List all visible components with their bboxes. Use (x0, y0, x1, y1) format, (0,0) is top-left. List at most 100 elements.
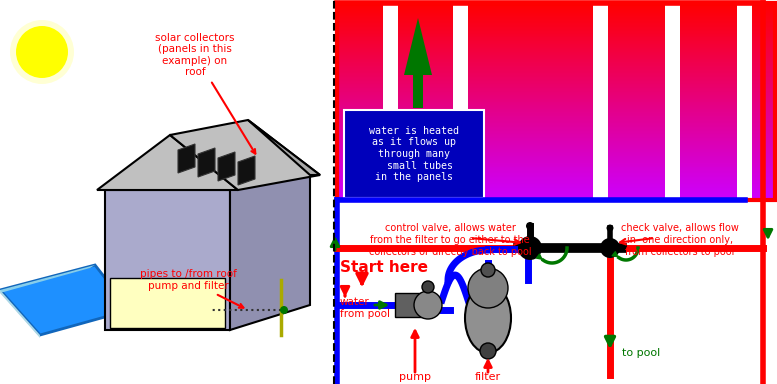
Bar (337, 41, 775, 42)
Bar (337, 108, 775, 109)
Bar (337, 28, 775, 29)
Polygon shape (0, 290, 40, 338)
Bar (452, 3, 468, 200)
Text: solar collectors
(panels in this
example) on
roof: solar collectors (panels in this example… (155, 33, 256, 154)
Text: pipes to /from roof
pump and filter: pipes to /from roof pump and filter (140, 269, 243, 308)
Bar (337, 31, 775, 33)
Bar (337, 67, 775, 68)
Bar (337, 57, 775, 58)
Polygon shape (178, 144, 195, 173)
Bar (337, 167, 775, 169)
Bar (337, 10, 775, 11)
Bar (337, 109, 775, 110)
Circle shape (280, 306, 288, 314)
Bar (337, 111, 775, 113)
Polygon shape (218, 152, 235, 181)
Bar (337, 3, 775, 200)
Bar (337, 166, 775, 167)
Bar (337, 70, 775, 71)
Text: pump: pump (399, 372, 431, 382)
Bar (337, 33, 775, 35)
Bar (337, 50, 775, 51)
Bar (337, 198, 775, 199)
Circle shape (422, 281, 434, 293)
Bar (337, 178, 775, 179)
Bar (337, 26, 775, 28)
Bar (413, 75, 423, 108)
Bar (337, 185, 775, 186)
Bar (337, 14, 775, 15)
Bar (337, 160, 775, 161)
Bar (337, 176, 775, 177)
Bar (337, 157, 775, 158)
Bar (337, 24, 775, 25)
Bar (337, 140, 775, 141)
Bar (337, 116, 775, 117)
Bar (337, 142, 775, 143)
Bar (337, 60, 775, 61)
Bar (337, 61, 775, 62)
Bar (337, 169, 775, 170)
Circle shape (468, 268, 508, 308)
Bar (337, 78, 775, 79)
Bar (337, 11, 775, 12)
Bar (337, 46, 775, 47)
Bar (337, 64, 775, 65)
Polygon shape (198, 148, 215, 177)
Bar (337, 13, 775, 14)
Bar (337, 113, 775, 114)
Circle shape (10, 20, 74, 84)
Bar (337, 137, 775, 138)
Bar (337, 170, 775, 171)
Bar (337, 65, 775, 66)
Bar (337, 19, 775, 20)
Bar (337, 158, 775, 159)
Polygon shape (248, 120, 320, 175)
Bar (337, 153, 775, 154)
Bar (337, 147, 775, 148)
Bar (0, 0, 334, 384)
Bar (337, 179, 775, 180)
Text: to pool: to pool (622, 348, 660, 358)
Circle shape (607, 225, 614, 232)
Bar (337, 182, 775, 183)
Text: water
from pool: water from pool (340, 297, 390, 319)
Bar (337, 101, 775, 103)
Bar (337, 86, 775, 87)
Circle shape (414, 291, 442, 319)
Bar (337, 133, 775, 134)
Bar (337, 42, 775, 43)
Bar (337, 188, 775, 189)
Bar (337, 98, 775, 99)
Bar (337, 120, 775, 121)
Bar (337, 71, 775, 72)
Bar (337, 181, 775, 182)
Bar (337, 89, 775, 90)
Bar (337, 114, 775, 115)
Bar (337, 58, 775, 59)
Bar (337, 96, 775, 98)
Bar (337, 66, 775, 67)
Bar (337, 91, 775, 92)
Bar (337, 43, 775, 45)
Bar (337, 193, 775, 194)
Bar (337, 85, 775, 86)
Bar (337, 12, 775, 13)
Bar (337, 53, 775, 54)
Bar (337, 127, 775, 128)
Bar (337, 195, 775, 196)
Bar (337, 135, 775, 136)
Bar (337, 30, 775, 31)
Bar (337, 145, 775, 146)
Bar (337, 126, 775, 127)
Circle shape (16, 26, 68, 78)
Bar (337, 125, 775, 126)
Bar (337, 186, 775, 187)
Circle shape (600, 238, 620, 258)
Bar (337, 74, 775, 75)
Bar (337, 77, 775, 78)
Bar (337, 194, 775, 195)
Bar (337, 138, 775, 139)
Bar (337, 175, 775, 176)
Bar (337, 8, 775, 9)
